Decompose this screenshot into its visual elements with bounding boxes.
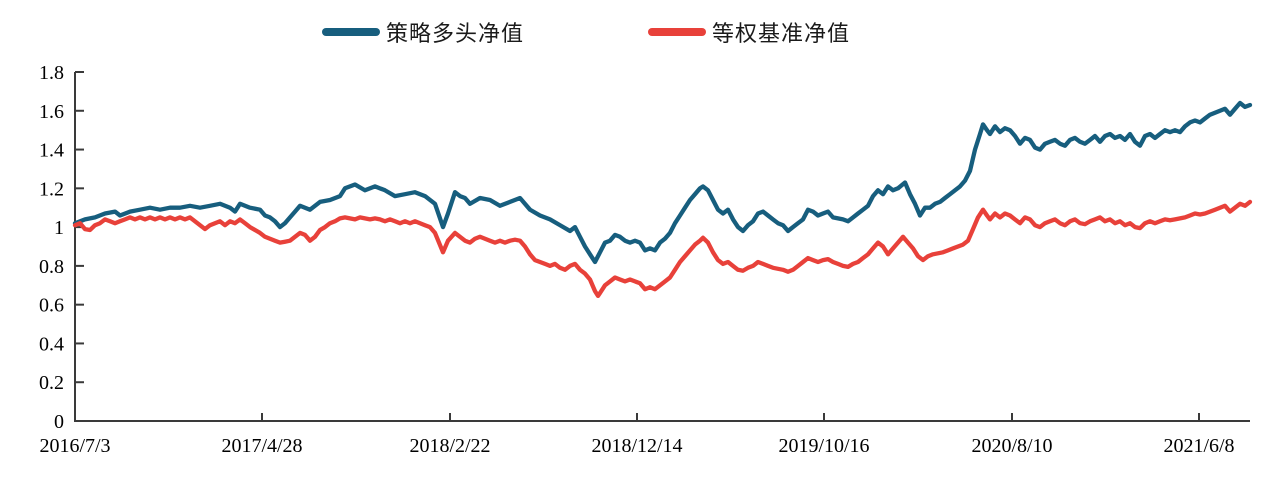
legend-label-benchmark: 等权基准净值 bbox=[712, 21, 851, 46]
y-tick-label: 0.8 bbox=[39, 256, 64, 278]
y-tick-label: 1.2 bbox=[39, 178, 64, 200]
x-tick-label: 2019/10/16 bbox=[778, 435, 869, 457]
legend-item-strategy: 策略多头净值 bbox=[322, 19, 525, 46]
x-tick-label: 2017/4/28 bbox=[221, 435, 302, 457]
y-tick-label: 1.8 bbox=[39, 62, 64, 84]
chart-legend: 策略多头净值 等权基准净值 bbox=[0, 0, 1263, 48]
x-tick-label: 2018/12/14 bbox=[591, 435, 682, 457]
x-tick-label: 2016/7/3 bbox=[39, 435, 110, 457]
y-tick-label: 0.2 bbox=[39, 372, 64, 394]
series-line-0 bbox=[72, 100, 1253, 265]
axis-lines bbox=[74, 72, 1250, 422]
y-tick-label: 1.4 bbox=[39, 140, 64, 162]
y-tick-label: 0 bbox=[54, 411, 64, 433]
legend-item-benchmark: 等权基准净值 bbox=[648, 19, 851, 46]
x-tick-label: 2020/8/10 bbox=[971, 435, 1052, 457]
y-tick-label: 1.6 bbox=[39, 101, 64, 123]
benchmark-line-swatch bbox=[648, 28, 706, 36]
x-tick-label: 2021/6/8 bbox=[1163, 435, 1234, 457]
x-tick-label: 2018/2/22 bbox=[409, 435, 490, 457]
y-tick-label: 0.4 bbox=[39, 333, 64, 355]
series-line-1 bbox=[72, 199, 1253, 299]
y-tick-label: 1 bbox=[54, 217, 64, 239]
y-tick-label: 0.6 bbox=[39, 295, 64, 317]
legend-label-strategy: 策略多头净值 bbox=[386, 21, 525, 46]
strategy-line-swatch bbox=[322, 28, 380, 36]
